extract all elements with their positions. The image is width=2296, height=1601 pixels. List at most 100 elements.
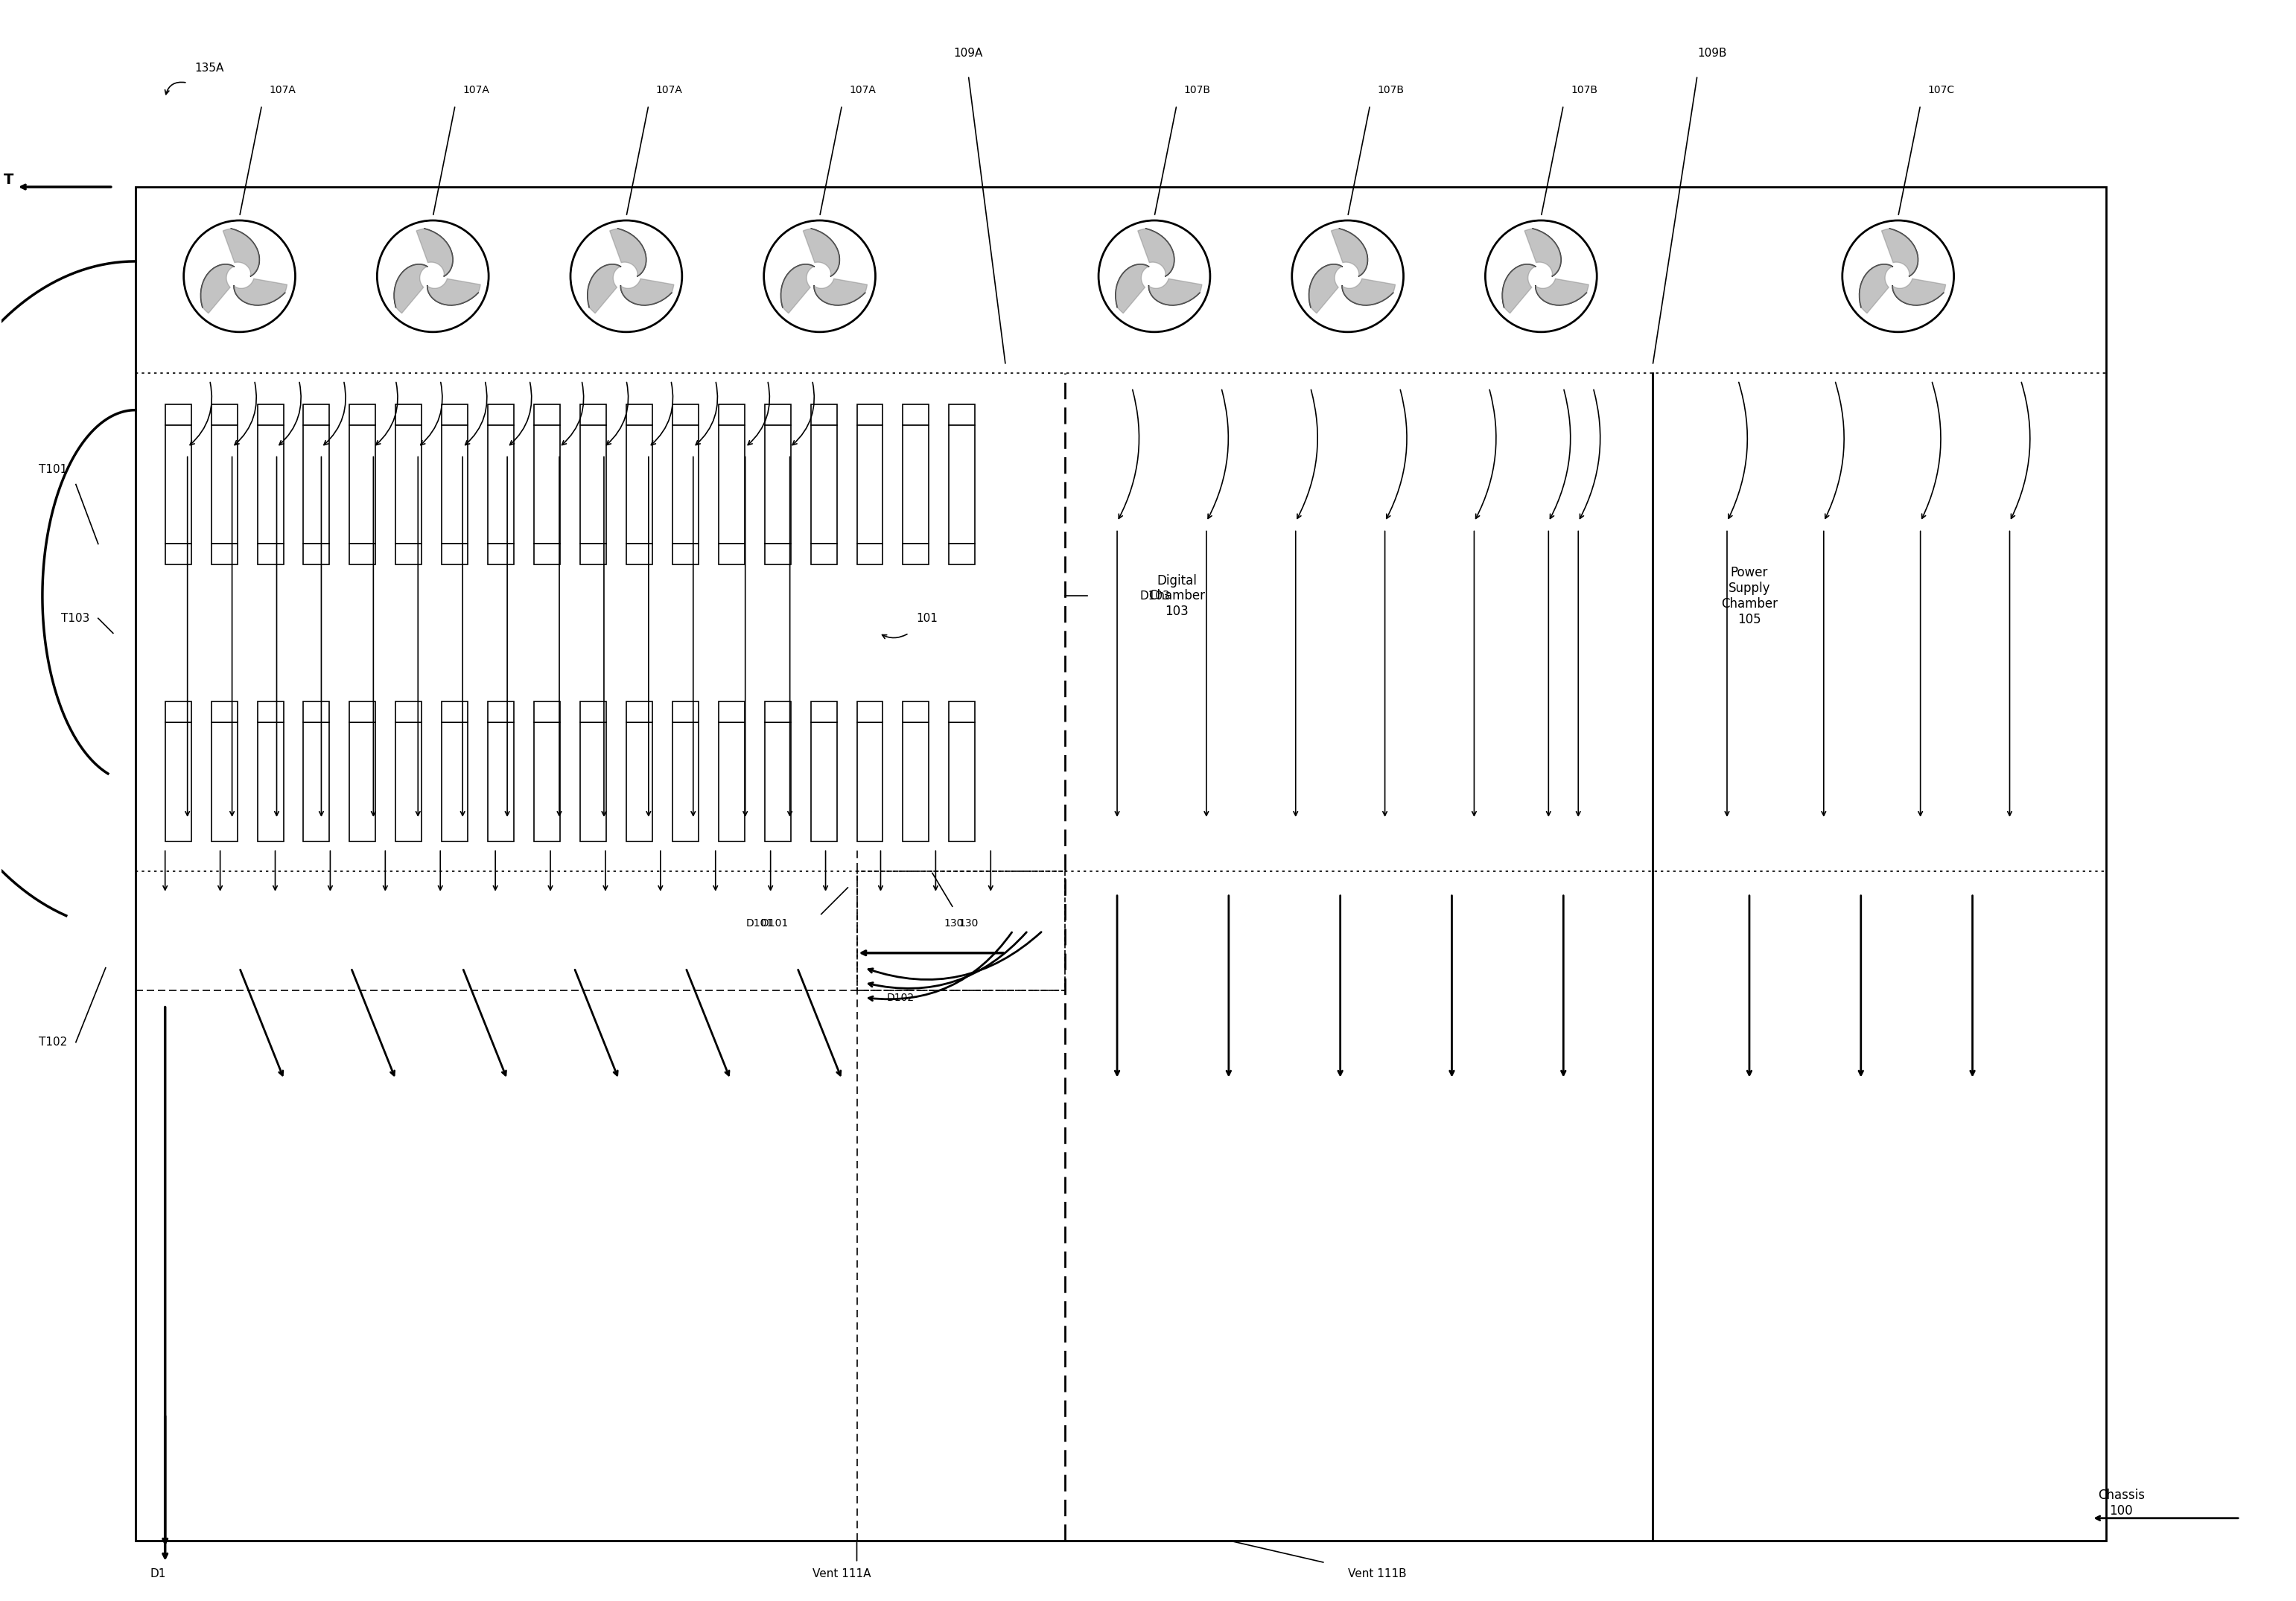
Text: 107A: 107A (461, 85, 489, 96)
Bar (627, 701, 652, 722)
Text: T: T (5, 173, 14, 187)
Bar (349, 403, 377, 424)
Polygon shape (427, 279, 480, 306)
Bar (856, 424, 884, 544)
Text: Power
Supply
Chamber
105: Power Supply Chamber 105 (1722, 567, 1777, 626)
Polygon shape (200, 264, 234, 314)
Polygon shape (1343, 279, 1396, 306)
Polygon shape (1536, 279, 1589, 306)
Bar (810, 544, 836, 565)
Bar (856, 722, 884, 842)
Text: 107A: 107A (850, 85, 877, 96)
Bar (627, 722, 652, 842)
Circle shape (1293, 221, 1403, 331)
Bar (535, 544, 560, 565)
Bar (211, 722, 236, 842)
Bar (349, 424, 377, 544)
Bar (581, 424, 606, 544)
Circle shape (377, 221, 489, 331)
Bar (856, 403, 884, 424)
Bar (581, 544, 606, 565)
Bar (441, 424, 468, 544)
Text: 130: 130 (944, 917, 964, 929)
Bar (902, 403, 930, 424)
Bar (902, 544, 930, 565)
Text: T102: T102 (39, 1036, 67, 1047)
Bar (441, 403, 468, 424)
Text: 107B: 107B (1570, 85, 1598, 96)
Polygon shape (1116, 264, 1148, 314)
Bar (211, 403, 236, 424)
Bar (211, 424, 236, 544)
Text: 135A: 135A (195, 62, 225, 74)
Bar (765, 403, 790, 424)
Bar (856, 871, 1065, 989)
Bar (810, 403, 836, 424)
Text: 107B: 107B (1378, 85, 1405, 96)
Bar (489, 722, 514, 842)
Polygon shape (804, 229, 840, 277)
Bar (948, 722, 976, 842)
Polygon shape (416, 229, 452, 277)
Bar (581, 701, 606, 722)
Bar (441, 544, 468, 565)
Bar (673, 424, 698, 544)
Bar (395, 722, 422, 842)
Text: D101: D101 (762, 917, 790, 929)
Bar (673, 544, 698, 565)
Bar (673, 403, 698, 424)
Circle shape (569, 221, 682, 331)
Bar (673, 722, 698, 842)
Bar (303, 424, 331, 544)
Bar (257, 403, 282, 424)
Bar (902, 722, 930, 842)
Bar (165, 424, 191, 544)
Bar (673, 701, 698, 722)
Bar (948, 403, 976, 424)
Bar (165, 722, 191, 842)
Bar (441, 701, 468, 722)
Bar (719, 701, 744, 722)
Bar (810, 701, 836, 722)
Bar (948, 701, 976, 722)
Text: 109A: 109A (953, 48, 983, 59)
Bar (441, 722, 468, 842)
Text: T103: T103 (62, 613, 90, 624)
Polygon shape (1880, 229, 1917, 277)
Circle shape (765, 221, 875, 331)
Bar (489, 403, 514, 424)
Text: 107A: 107A (269, 85, 296, 96)
Bar (303, 701, 331, 722)
Text: D1: D1 (149, 1569, 165, 1580)
Bar (535, 424, 560, 544)
Text: 107C: 107C (1929, 85, 1954, 96)
Bar (719, 544, 744, 565)
Bar (627, 424, 652, 544)
Circle shape (1097, 221, 1210, 331)
Bar (349, 701, 377, 722)
Bar (165, 544, 191, 565)
Bar (719, 403, 744, 424)
Polygon shape (588, 264, 620, 314)
Bar (856, 544, 884, 565)
Bar (535, 722, 560, 842)
Text: D101: D101 (746, 917, 774, 929)
Bar (257, 701, 282, 722)
Text: 109B: 109B (1697, 48, 1727, 59)
Bar (765, 544, 790, 565)
Text: Vent 111A: Vent 111A (813, 1569, 870, 1580)
Circle shape (1841, 221, 1954, 331)
Bar (856, 701, 884, 722)
Text: T101: T101 (39, 464, 67, 475)
Bar (765, 424, 790, 544)
Polygon shape (223, 229, 259, 277)
Polygon shape (234, 279, 287, 306)
Bar (395, 403, 422, 424)
Polygon shape (611, 229, 645, 277)
Text: 107B: 107B (1185, 85, 1210, 96)
Bar (165, 403, 191, 424)
Bar (135, 187, 2105, 1540)
Text: 107A: 107A (657, 85, 682, 96)
Bar (395, 424, 422, 544)
Bar (902, 701, 930, 722)
